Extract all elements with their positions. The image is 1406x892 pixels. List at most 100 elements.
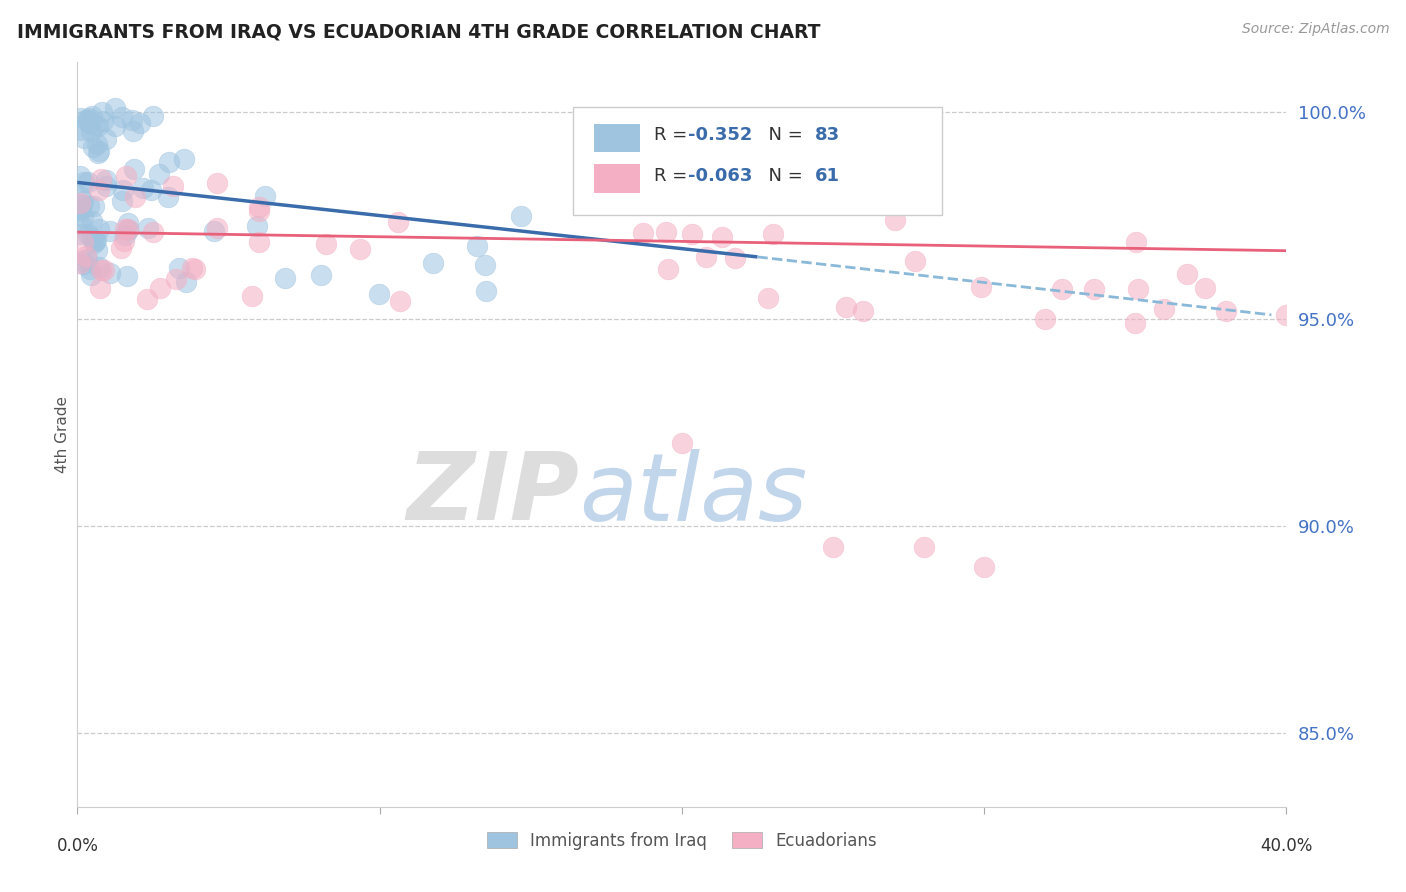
Text: -0.063: -0.063 <box>688 168 752 186</box>
Point <box>94 178 117 193</box>
Point <box>77 175 100 189</box>
Point <box>904 254 927 268</box>
Point <box>72 210 94 224</box>
Point <box>388 294 411 309</box>
Point <box>246 219 269 234</box>
Point <box>91 114 114 128</box>
Point <box>1194 281 1216 295</box>
Point <box>112 234 135 248</box>
Point <box>1126 282 1149 296</box>
Point <box>148 167 170 181</box>
Point <box>247 235 270 249</box>
Point <box>111 183 134 197</box>
Point <box>117 216 139 230</box>
Point <box>474 284 496 298</box>
Point <box>654 225 676 239</box>
Point <box>77 113 100 128</box>
Point <box>242 289 264 303</box>
Point <box>114 228 136 243</box>
Point <box>973 560 995 574</box>
Point <box>90 105 112 120</box>
Point <box>387 215 409 229</box>
Point <box>98 224 121 238</box>
Point <box>141 225 163 239</box>
Text: atlas: atlas <box>579 449 807 540</box>
Point <box>657 262 679 277</box>
Point <box>90 172 112 186</box>
Point <box>117 221 139 235</box>
Point <box>162 178 184 193</box>
Point <box>1215 303 1237 318</box>
Point <box>79 261 101 276</box>
Point <box>671 436 693 450</box>
Point <box>69 256 91 270</box>
Text: R =: R = <box>654 127 693 145</box>
Point <box>82 140 104 154</box>
Point <box>681 227 703 241</box>
Point <box>86 244 108 258</box>
Point <box>93 262 115 277</box>
Point <box>851 303 873 318</box>
Bar <box>593 123 640 152</box>
Point <box>83 236 105 251</box>
Point <box>98 266 121 280</box>
Point <box>84 233 107 247</box>
Point <box>181 260 204 275</box>
Point <box>69 123 91 137</box>
Point <box>111 110 134 124</box>
Point <box>183 261 205 276</box>
Point <box>762 227 785 242</box>
Point <box>309 268 332 282</box>
Point <box>247 204 270 219</box>
Point <box>883 212 905 227</box>
Point <box>149 280 172 294</box>
Point <box>69 196 91 211</box>
Point <box>274 271 297 285</box>
Point <box>315 237 337 252</box>
Point <box>87 183 110 197</box>
Text: 0.0%: 0.0% <box>56 837 98 855</box>
Text: N =: N = <box>756 168 808 186</box>
Point <box>75 113 97 128</box>
Point <box>69 169 91 183</box>
Point <box>82 109 104 123</box>
Point <box>756 291 779 305</box>
Point <box>89 260 111 275</box>
Point <box>72 253 94 268</box>
Point <box>1275 308 1298 322</box>
Point <box>87 145 110 160</box>
Bar <box>593 164 640 193</box>
Point <box>821 540 844 554</box>
Point <box>710 229 733 244</box>
Point <box>165 272 187 286</box>
Point <box>94 132 117 146</box>
Point <box>122 162 145 177</box>
Point <box>349 243 371 257</box>
Point <box>1033 312 1056 326</box>
Point <box>77 227 100 241</box>
Point <box>205 176 228 190</box>
Point <box>84 118 107 132</box>
Point <box>465 238 488 252</box>
Point <box>73 130 96 145</box>
Point <box>115 169 138 183</box>
Point <box>86 137 108 152</box>
Point <box>205 221 228 235</box>
Point <box>1052 282 1074 296</box>
Point <box>69 202 91 216</box>
Legend: Immigrants from Iraq, Ecuadorians: Immigrants from Iraq, Ecuadorians <box>482 827 882 855</box>
Point <box>77 112 100 126</box>
Point <box>202 224 225 238</box>
Point <box>73 175 96 189</box>
Point <box>474 258 496 272</box>
Point <box>124 190 146 204</box>
Text: 40.0%: 40.0% <box>1260 837 1313 855</box>
Point <box>110 241 132 255</box>
Point <box>253 189 276 203</box>
Point <box>136 220 159 235</box>
Point <box>157 154 180 169</box>
Point <box>139 183 162 197</box>
Point <box>69 204 91 219</box>
Point <box>114 221 136 235</box>
Point <box>87 144 110 158</box>
